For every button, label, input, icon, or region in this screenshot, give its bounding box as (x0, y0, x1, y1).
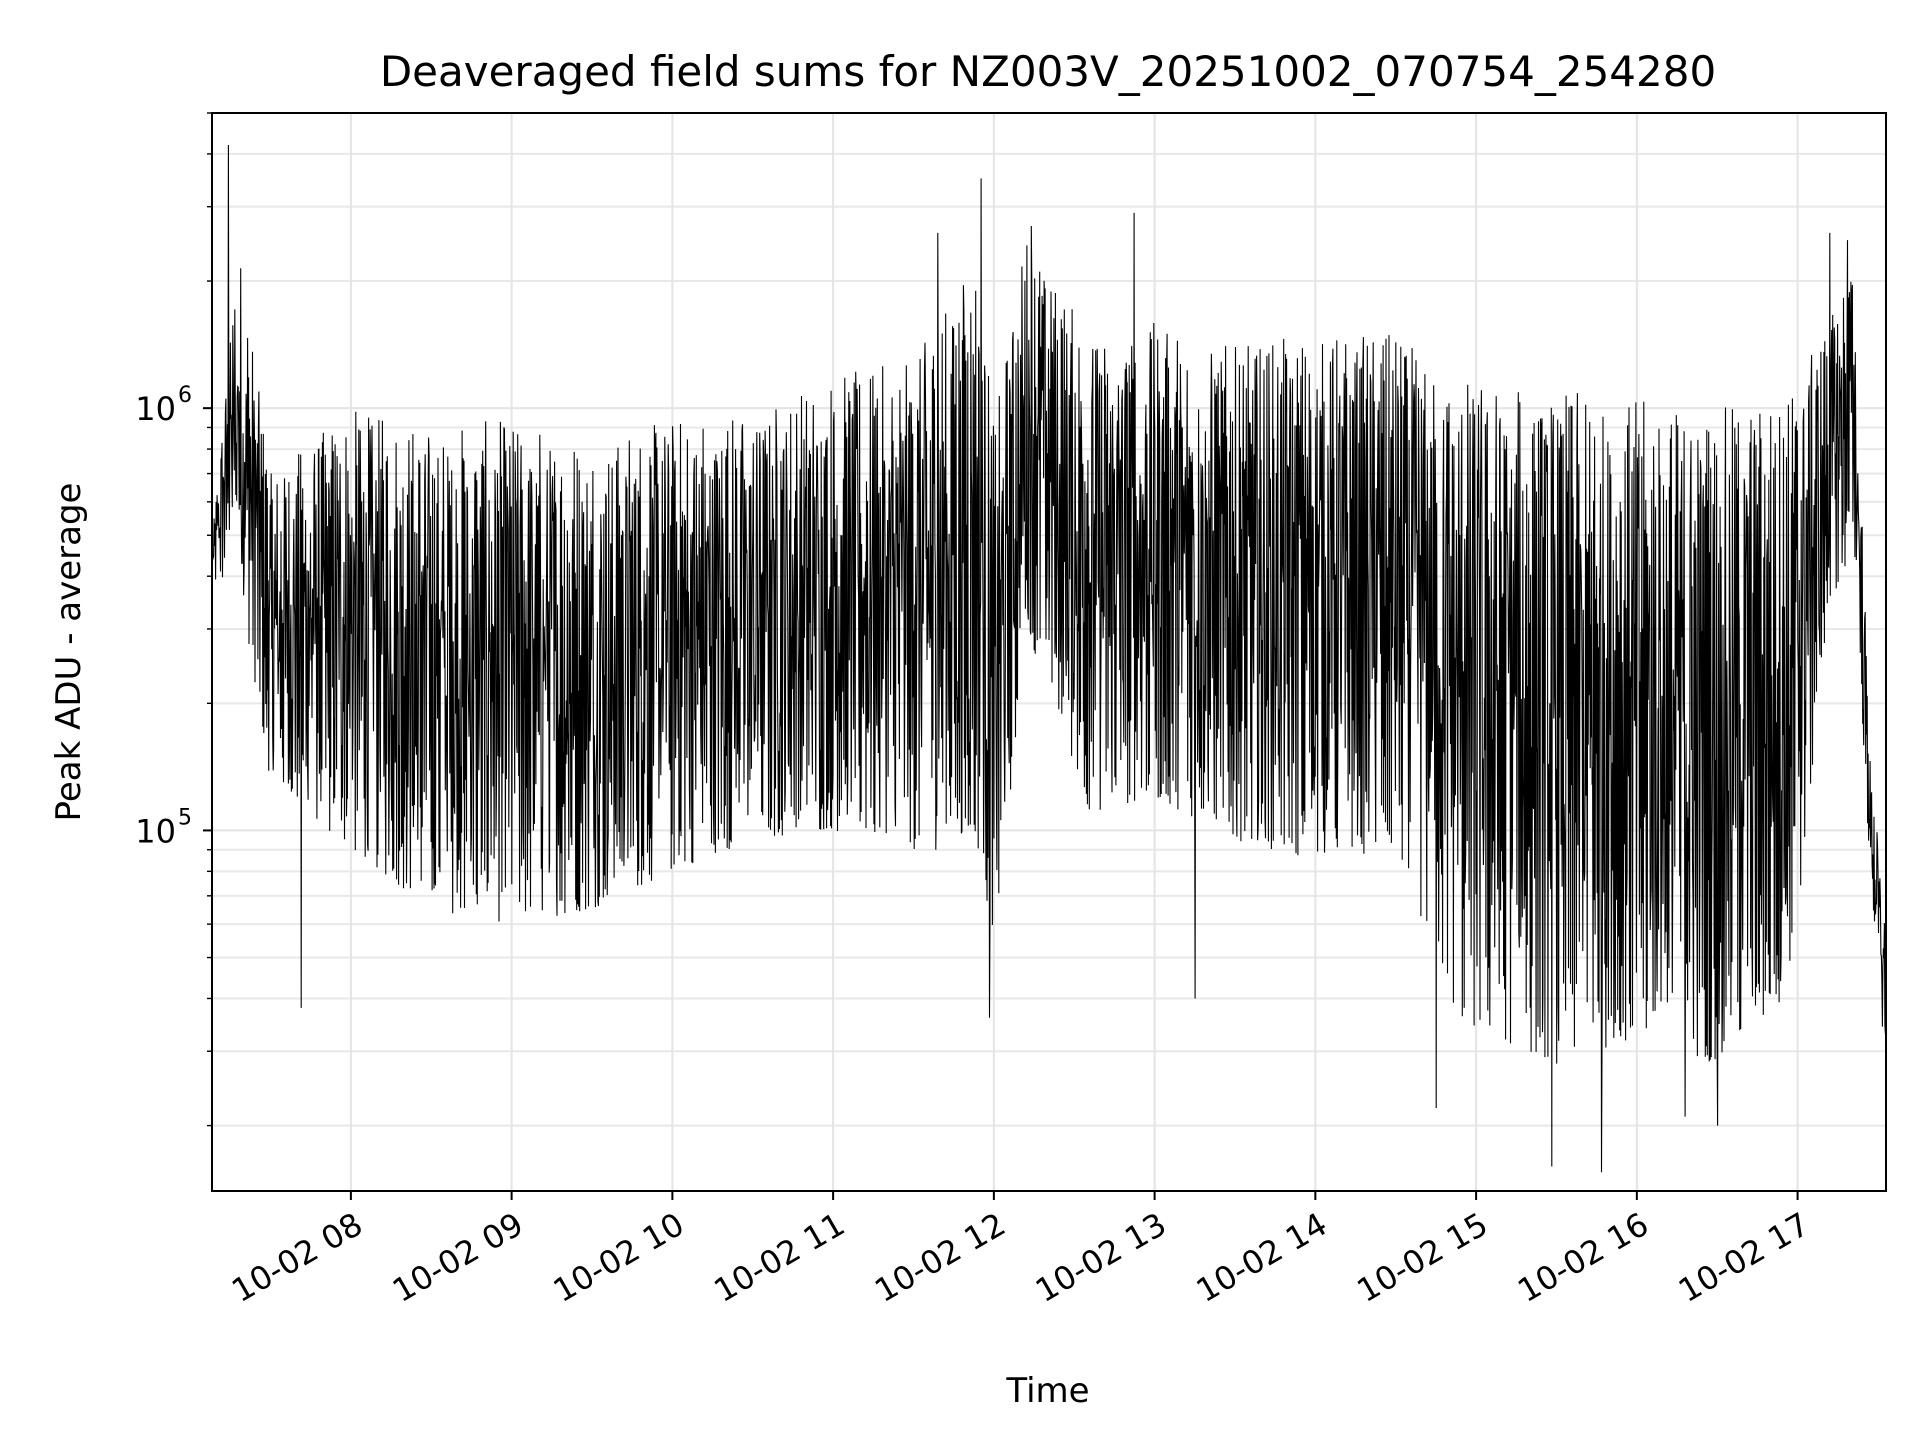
chart-title: Deaveraged field sums for NZ003V_2025100… (380, 47, 1716, 96)
y-tick-label: 10 (135, 812, 176, 850)
y-tick-exponent: 6 (178, 383, 192, 408)
y-tick-label: 10 (135, 390, 176, 428)
y-tick-exponent: 5 (178, 805, 192, 830)
x-axis-label: Time (1005, 1371, 1089, 1411)
series-peak-adu (212, 144, 1886, 1173)
y-axis-minor-ticks (207, 112, 212, 1127)
plot-frame (211, 112, 1887, 1192)
series-line (212, 144, 1886, 1173)
y-axis-label: Peak ADU - average (49, 483, 89, 822)
